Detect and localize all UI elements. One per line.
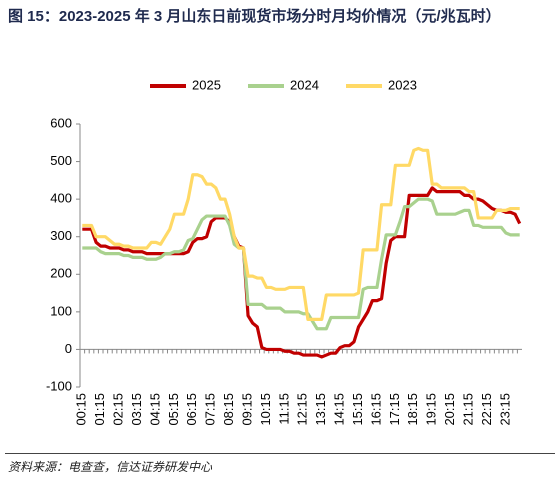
x-tick-label: 16:15 bbox=[368, 393, 383, 426]
x-tick-label: 21:15 bbox=[460, 393, 475, 426]
series-line bbox=[82, 146, 520, 321]
y-tick-label: 500 bbox=[50, 153, 72, 168]
legend-label: 2023 bbox=[388, 77, 417, 92]
y-tick-label: 400 bbox=[50, 191, 72, 206]
chart: -100 0 100 200 300 400 500 600 00:15 01:15 02:15 03… bbox=[46, 77, 522, 426]
x-tick-label: 06:15 bbox=[184, 393, 199, 426]
y-tick-label: 600 bbox=[50, 115, 72, 130]
x-tick-label: 17:15 bbox=[387, 393, 402, 426]
x-tick-label: 13:15 bbox=[313, 393, 328, 426]
y-tick-label: 0 bbox=[65, 341, 72, 356]
x-tick-label: 01:15 bbox=[92, 393, 107, 426]
x-tick-label: 04:15 bbox=[147, 393, 162, 426]
x-tick-label: 18:15 bbox=[405, 393, 420, 426]
x-tick-label: 23:15 bbox=[497, 393, 512, 426]
x-tick-label: 02:15 bbox=[111, 393, 126, 426]
chart-title: 图 15：2023-2025 年 3 月山东日前现货市场分时月均价情况（元/兆瓦… bbox=[8, 8, 501, 25]
y-tick-label: -100 bbox=[46, 378, 72, 393]
y-tick-label: 100 bbox=[50, 303, 72, 318]
legend-label: 2025 bbox=[192, 77, 221, 92]
x-tick-label: 00:15 bbox=[74, 393, 89, 426]
y-tick-label: 200 bbox=[50, 266, 72, 281]
x-tick-label: 05:15 bbox=[166, 393, 181, 426]
rule bbox=[5, 453, 555, 454]
x-tick-label: 22:15 bbox=[479, 393, 494, 426]
x-tick-label: 20:15 bbox=[442, 393, 457, 426]
series-line bbox=[82, 186, 522, 359]
x-tick-label: 15:15 bbox=[350, 393, 365, 426]
y-tick-label: 300 bbox=[50, 228, 72, 243]
series-line bbox=[82, 197, 520, 331]
x-tick-label: 03:15 bbox=[129, 393, 144, 426]
x-tick-label: 14:15 bbox=[332, 393, 347, 426]
x-tick-label: 19:15 bbox=[424, 393, 439, 426]
legend-label: 2024 bbox=[290, 77, 319, 92]
x-tick-label: 08:15 bbox=[221, 393, 236, 426]
x-tick-label: 07:15 bbox=[203, 393, 218, 426]
x-tick-label: 10:15 bbox=[258, 393, 273, 426]
x-tick-label: 11:15 bbox=[276, 393, 291, 425]
source-note: 资料来源：电查查，信达证券研发中心 bbox=[8, 460, 213, 474]
x-tick-label: 09:15 bbox=[239, 393, 254, 426]
x-tick-label: 12:15 bbox=[295, 393, 310, 426]
